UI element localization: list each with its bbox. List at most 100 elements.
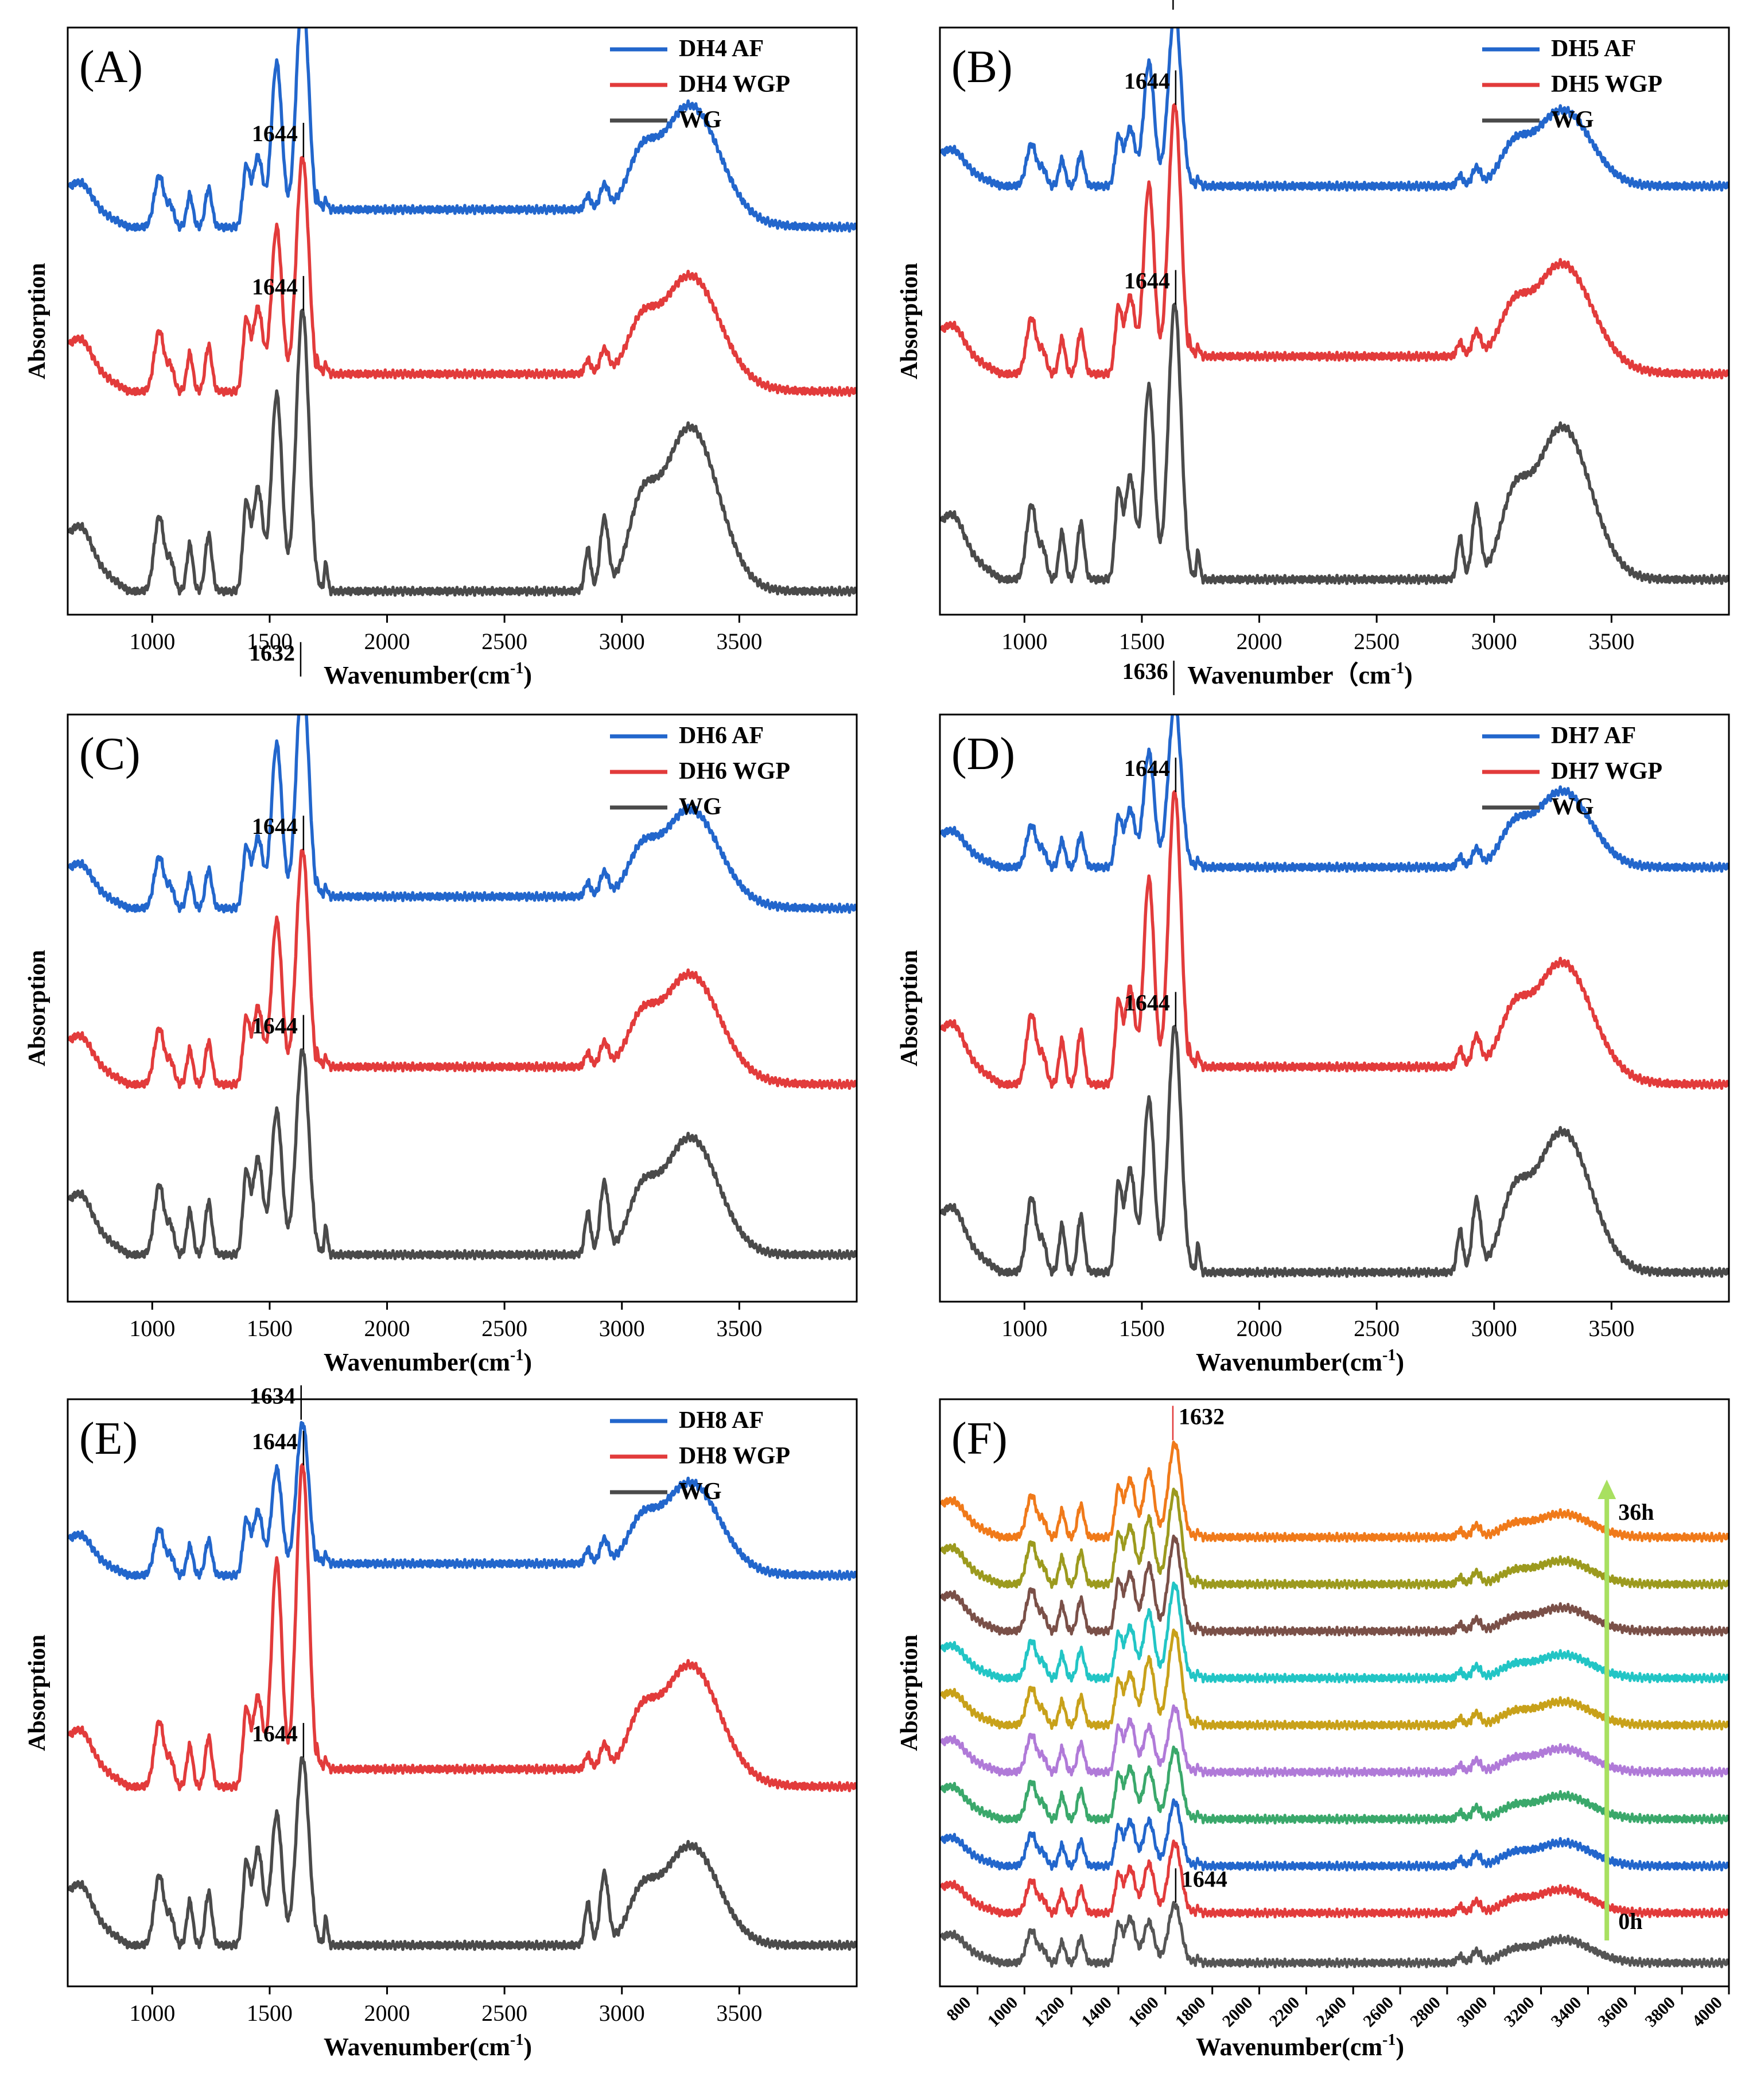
- series-line-2: [940, 790, 1729, 1090]
- x-axis-label: Wavenumber(cm-1): [1196, 2031, 1404, 2061]
- series-line-3: [940, 302, 1729, 585]
- x-tick-label: 1800: [1172, 1993, 1210, 2031]
- series-line-1: [68, 28, 857, 233]
- series-line-3: [68, 1048, 857, 1261]
- x-tick-label: 2000: [1237, 1315, 1282, 1341]
- series-line-6: [940, 1628, 1729, 1731]
- legend-label: DH5 WGP: [1551, 71, 1662, 98]
- legend-label: DH7 WGP: [1551, 758, 1662, 785]
- x-tick-label: 1000: [1001, 628, 1047, 654]
- x-tick-label: 3000: [1471, 1315, 1517, 1341]
- x-axis-label: Wavenumber(cm-1): [1196, 1346, 1404, 1376]
- legend-label: WG: [679, 107, 722, 133]
- y-axis-label: Absorption: [896, 263, 923, 379]
- plot-frame: [939, 1398, 1730, 1988]
- y-axis-label: Absorption: [24, 950, 50, 1066]
- x-tick-label: 1600: [1125, 1993, 1163, 2031]
- chart-panel-f: 800 1000 1200 1400 1600 1800 2000 2200 2400 2600 2…: [896, 1398, 1730, 2061]
- x-tick-label: 3200: [1501, 1993, 1538, 2031]
- peak-label: 1644: [252, 1429, 298, 1454]
- x-tick-label: 3000: [599, 1315, 645, 1341]
- x-axis-label: Wavenumber（cm-1): [1187, 659, 1412, 689]
- peak-label: 1632: [249, 640, 295, 666]
- series-line-9: [940, 1488, 1729, 1590]
- x-tick-label: 2000: [1237, 628, 1282, 654]
- x-tick-label: 1000: [129, 628, 175, 654]
- legend-label: WG: [1551, 794, 1594, 820]
- peak-label: 1644: [252, 121, 298, 146]
- panel-label: (B): [951, 42, 1013, 92]
- x-tick-label: 3600: [1594, 1993, 1632, 2031]
- chart-panel-a: 1000 1500 2000 2500 3000 3500 Wavenumber(cm-1)…: [24, 26, 858, 689]
- peak-label: 1644: [252, 1721, 298, 1746]
- x-tick-label: 1000: [1001, 1315, 1047, 1341]
- x-tick-label: 4000: [1688, 1993, 1726, 2031]
- peak-label: 1634: [250, 1383, 296, 1409]
- peak-label: 1644: [252, 813, 298, 839]
- legend-label: DH4 AF: [679, 36, 764, 62]
- series-line-2: [940, 103, 1729, 380]
- legend-label: DH8 AF: [679, 1407, 764, 1434]
- series-line-10: [940, 1441, 1729, 1543]
- series-line-1: [940, 1901, 1729, 1969]
- series-line-3: [940, 1024, 1729, 1278]
- legend-label: DH8 WGP: [679, 1443, 790, 1469]
- arrow-start-label: 0h: [1618, 1908, 1642, 1934]
- series-line-5: [940, 1704, 1729, 1778]
- series-line-2: [68, 156, 857, 397]
- peak-label: 1644: [1124, 268, 1170, 294]
- series-line-7: [940, 1581, 1729, 1684]
- series-line-4: [940, 1745, 1729, 1825]
- series-line-1: [940, 28, 1729, 192]
- x-tick-label: 2500: [481, 628, 527, 654]
- x-tick-label: 3000: [599, 628, 645, 654]
- chart-panel-e: 1000 1500 2000 2500 3000 3500 Wavenumber(cm-1)…: [24, 1383, 858, 2061]
- y-axis-label: Absorption: [896, 1635, 923, 1751]
- chart-panel-b: 1000 1500 2000 2500 3000 3500 Wavenumber（cm-1)…: [896, 0, 1730, 689]
- x-tick-label: 1200: [1031, 1993, 1068, 2031]
- x-tick-label: 1000: [984, 1993, 1022, 2031]
- series-line-3: [68, 1756, 857, 1951]
- peak-label: 1644: [252, 1012, 298, 1038]
- series-line-1: [940, 715, 1729, 873]
- x-tick-label: 1500: [247, 2000, 293, 2026]
- x-tick-label: 3500: [1588, 1315, 1634, 1341]
- arrow-end-label: 36h: [1618, 1499, 1654, 1525]
- legend-label: DH4 WGP: [679, 71, 790, 98]
- x-tick-label: 1500: [1119, 628, 1165, 654]
- peak-label: 1644: [1124, 755, 1170, 781]
- plot-frame: [939, 26, 1730, 616]
- panel-label: (E): [79, 1414, 138, 1464]
- series-line-8: [940, 1534, 1729, 1637]
- x-tick-label: 1000: [129, 2000, 175, 2026]
- panel-label: (F): [951, 1414, 1008, 1464]
- x-tick-label: 2500: [1354, 1315, 1400, 1341]
- plot-frame: [67, 713, 858, 1303]
- x-tick-label: 3000: [599, 2000, 645, 2026]
- legend-label: WG: [679, 1478, 722, 1505]
- chart-panel-c: 1000 1500 2000 2500 3000 3500 Wavenumber(cm-1)…: [24, 640, 858, 1376]
- plot-frame: [67, 1398, 858, 1988]
- x-tick-label: 3500: [716, 1315, 762, 1341]
- panel-label: (A): [79, 42, 143, 92]
- x-axis-label: Wavenumber(cm-1): [324, 2031, 532, 2061]
- x-tick-label: 3500: [1588, 628, 1634, 654]
- panel-label: (C): [79, 729, 141, 779]
- plot-frame: [67, 26, 858, 616]
- y-axis-label: Absorption: [24, 1635, 50, 1751]
- series-line-2: [940, 1839, 1729, 1919]
- legend-label: DH6 WGP: [679, 758, 790, 785]
- x-tick-label: 2400: [1312, 1993, 1350, 2031]
- time-arrow-head: [1598, 1480, 1616, 1499]
- y-axis-label: Absorption: [896, 950, 923, 1066]
- x-tick-label: 3000: [1453, 1993, 1491, 2031]
- peak-label: 1644: [1124, 989, 1170, 1015]
- x-tick-label: 1500: [247, 628, 293, 654]
- series-line-2: [68, 848, 857, 1090]
- panel-label: (D): [951, 729, 1015, 779]
- x-tick-label: 800: [943, 1993, 974, 2025]
- legend-label: DH7 AF: [1551, 723, 1636, 749]
- x-tick-label: 3500: [716, 2000, 762, 2026]
- x-tick-label: 2000: [364, 628, 410, 654]
